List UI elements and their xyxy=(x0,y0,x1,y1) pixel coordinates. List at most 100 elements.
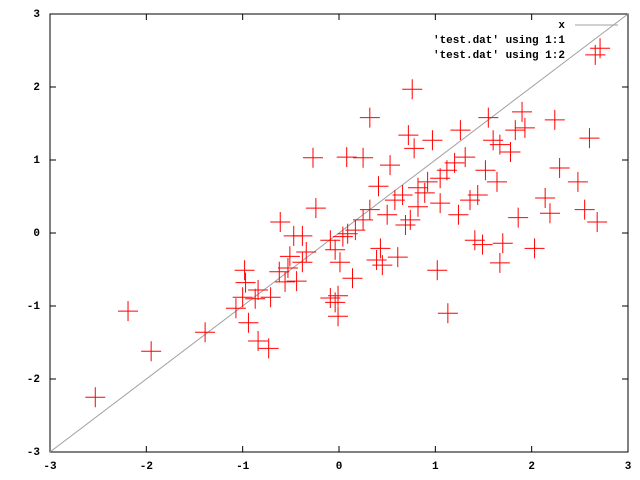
legend-label: 'test.dat' using 1:2 xyxy=(433,50,565,62)
data-point xyxy=(549,158,570,179)
y-tick-label: -1 xyxy=(27,301,41,313)
data-point xyxy=(437,303,458,324)
data-point xyxy=(460,190,481,211)
data-point xyxy=(512,101,533,122)
data-point xyxy=(238,312,259,333)
function-line xyxy=(49,13,629,453)
data-point xyxy=(368,176,389,197)
data-point xyxy=(567,171,588,192)
data-point xyxy=(277,258,298,279)
data-point xyxy=(395,214,416,235)
data-point xyxy=(486,171,507,192)
data-point xyxy=(329,252,350,273)
data-point xyxy=(398,125,419,146)
data-point xyxy=(430,193,451,214)
data-point xyxy=(372,255,393,276)
data-point xyxy=(118,301,139,322)
data-point xyxy=(195,322,216,343)
data-point xyxy=(345,220,366,241)
data-point xyxy=(332,226,353,247)
data-point xyxy=(353,147,374,168)
data-point xyxy=(245,288,266,309)
data-point xyxy=(535,187,556,208)
data-point xyxy=(337,223,358,244)
data-point xyxy=(478,107,499,128)
y-tick-label: -3 xyxy=(27,447,41,459)
x-tick-label: -3 xyxy=(43,461,57,473)
data-point xyxy=(279,246,300,267)
data-point xyxy=(414,182,435,203)
x-tick-label: 2 xyxy=(528,461,535,473)
data-point xyxy=(492,233,513,254)
data-point xyxy=(448,204,469,225)
data-point xyxy=(336,147,357,168)
data-point xyxy=(472,234,493,255)
data-point xyxy=(275,271,296,292)
data-point xyxy=(489,134,510,155)
legend-label: x xyxy=(558,20,565,32)
data-point xyxy=(392,185,413,206)
data-point xyxy=(544,109,565,130)
data-point xyxy=(422,130,443,151)
data-point xyxy=(377,204,398,225)
data-point xyxy=(359,199,380,220)
data-point xyxy=(234,260,255,281)
data-point xyxy=(475,160,496,181)
data-point xyxy=(579,128,600,149)
x-tick-label: 1 xyxy=(432,461,439,473)
data-point xyxy=(505,120,526,141)
data-point xyxy=(232,287,253,308)
data-point xyxy=(427,260,448,281)
data-point xyxy=(342,268,363,289)
data-point xyxy=(141,341,162,362)
y-tick-label: -2 xyxy=(27,374,40,386)
data-point xyxy=(417,171,438,192)
data-point xyxy=(514,117,535,138)
data-point xyxy=(489,252,510,273)
data-point xyxy=(384,190,405,211)
legend-label: 'test.dat' using 1:1 xyxy=(433,35,565,47)
data-point xyxy=(590,38,611,59)
data-point xyxy=(500,141,521,162)
data-point xyxy=(296,241,317,262)
data-point xyxy=(574,199,595,220)
data-point xyxy=(359,107,380,128)
x-tick-label: -1 xyxy=(236,461,250,473)
x-tick-label: 0 xyxy=(336,461,343,473)
data-point xyxy=(260,287,281,308)
data-point xyxy=(450,120,471,141)
data-point xyxy=(320,230,341,251)
data-point xyxy=(235,272,256,293)
data-point xyxy=(455,147,476,168)
data-point xyxy=(225,298,246,319)
data-point xyxy=(539,203,560,224)
data-point xyxy=(524,238,545,259)
data-point xyxy=(587,212,608,233)
data-point xyxy=(85,387,106,408)
data-point xyxy=(380,155,401,176)
data-point xyxy=(387,247,408,268)
data-point xyxy=(328,285,349,306)
data-point xyxy=(305,198,326,219)
data-point xyxy=(248,279,269,300)
data-point xyxy=(302,147,323,168)
data-point xyxy=(325,239,346,260)
data-point xyxy=(270,212,291,233)
data-point xyxy=(400,209,421,230)
data-point xyxy=(508,207,529,228)
x-tick-label: 3 xyxy=(625,461,632,473)
data-point xyxy=(320,287,341,308)
data-point xyxy=(292,225,313,246)
y-tick-label: 2 xyxy=(33,82,40,94)
data-point xyxy=(402,79,423,100)
data-point xyxy=(370,238,391,259)
y-tick-label: 3 xyxy=(33,9,40,21)
data-point xyxy=(269,261,290,282)
data-point xyxy=(328,306,349,327)
data-point xyxy=(464,230,485,251)
y-tick-label: 1 xyxy=(33,155,40,167)
data-point xyxy=(292,252,313,273)
data-point xyxy=(407,196,428,217)
data-point xyxy=(353,209,374,230)
data-point xyxy=(248,331,269,352)
